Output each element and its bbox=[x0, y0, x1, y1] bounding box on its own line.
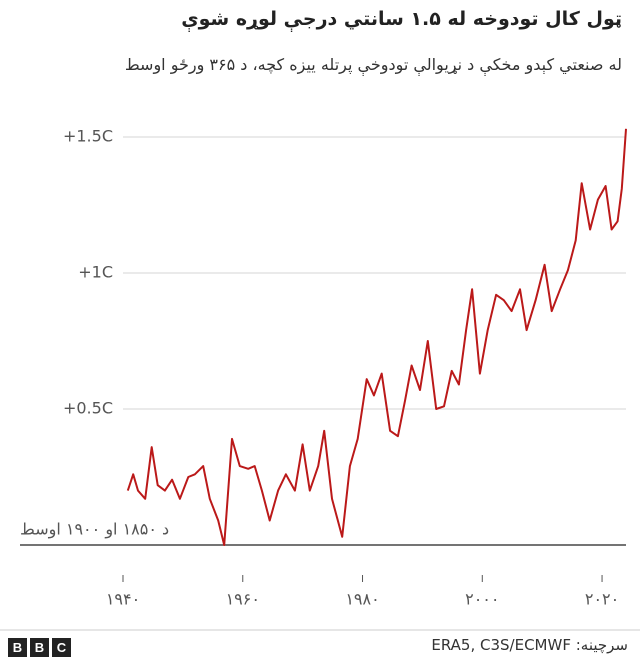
data-line bbox=[126, 128, 627, 546]
x-tick-label: ۱۹۴۰ bbox=[106, 590, 140, 609]
y-tick-label: +1.5C bbox=[63, 127, 113, 146]
chart-title: ټول کال تودوخه له ۱.۵ سانتي درجې لوړه شو… bbox=[181, 8, 622, 30]
y-tick-label: +1C bbox=[78, 263, 113, 282]
source: سرچینه: ERA5, C3S/ECMWF bbox=[431, 636, 628, 654]
x-tick-label: ۲۰۲۰ bbox=[585, 590, 619, 609]
y-tick-label: د ۱۸۵۰ او ۱۹۰۰ اوسط bbox=[20, 520, 169, 540]
x-tick-label: ۱۹۶۰ bbox=[226, 590, 260, 609]
chart-subtitle: له صنعتي کېدو مخکې د نړيوالې تودوخې پرتل… bbox=[124, 55, 622, 74]
x-tick-label: ۲۰۰۰ bbox=[465, 590, 499, 609]
y-tick-label: +0.5C bbox=[63, 399, 113, 418]
x-tick-label: ۱۹۸۰ bbox=[345, 590, 379, 609]
